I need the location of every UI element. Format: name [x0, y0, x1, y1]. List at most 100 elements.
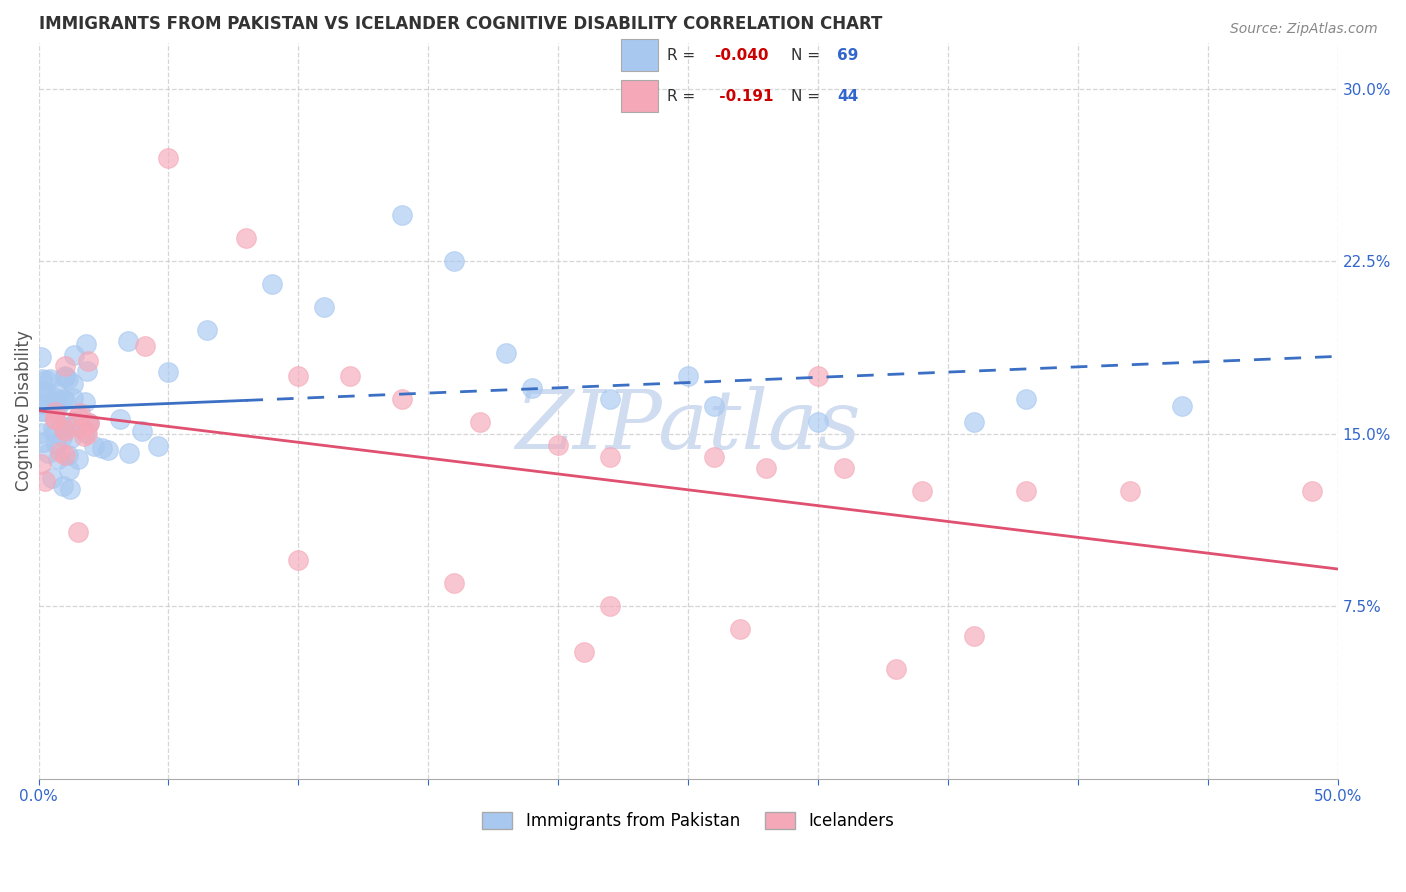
Point [58, 448, 80, 462]
Point [35, 385, 58, 400]
Point [62, 391, 84, 405]
Point [148, 439, 170, 453]
Text: ZIPatlas: ZIPatlas [516, 385, 860, 466]
Point [73, 395, 96, 409]
Point [32, 404, 55, 418]
Text: Source: ZipAtlas.com: Source: ZipAtlas.com [1230, 22, 1378, 37]
Point [53, 370, 76, 384]
Point [31, 435, 53, 450]
Point [44, 391, 66, 405]
Point [53, 448, 76, 462]
Point [108, 412, 131, 426]
Point [53, 425, 76, 439]
Point [1171, 399, 1194, 413]
Point [62, 376, 84, 391]
Point [30, 425, 52, 440]
Point [77, 416, 100, 430]
Text: R =: R = [668, 48, 700, 62]
Point [572, 645, 595, 659]
Point [97, 442, 120, 457]
Point [49, 445, 72, 459]
Point [67, 525, 90, 540]
Point [599, 599, 621, 614]
Point [76, 426, 98, 441]
Point [547, 438, 569, 452]
Point [34, 475, 56, 489]
Point [131, 424, 153, 438]
Point [58, 462, 80, 476]
Point [31, 372, 53, 386]
Point [59, 482, 82, 496]
Point [69, 406, 91, 420]
Text: R =: R = [668, 89, 700, 103]
Point [157, 365, 180, 379]
Point [77, 353, 100, 368]
Point [53, 422, 76, 436]
Point [30, 384, 52, 398]
Point [755, 461, 778, 475]
Y-axis label: Cognitive Disability: Cognitive Disability [15, 330, 32, 491]
Point [45, 398, 67, 412]
Point [30, 397, 52, 411]
Point [911, 484, 934, 499]
Point [1119, 484, 1142, 499]
Point [599, 450, 621, 464]
Point [44, 412, 66, 426]
Point [66, 451, 89, 466]
Point [470, 416, 492, 430]
Point [287, 369, 309, 384]
Point [77, 417, 100, 431]
Point [703, 450, 725, 464]
Point [59, 431, 82, 445]
Point [963, 629, 986, 643]
Point [44, 405, 66, 419]
Point [118, 446, 141, 460]
Bar [621, 80, 658, 112]
Text: -0.040: -0.040 [714, 48, 768, 62]
Point [45, 437, 67, 451]
Point [807, 369, 830, 384]
Point [443, 576, 465, 591]
Point [676, 369, 699, 384]
Point [703, 399, 725, 413]
Point [339, 369, 361, 384]
Point [66, 409, 89, 423]
Point [30, 457, 52, 471]
Point [37, 445, 59, 459]
Text: -0.191: -0.191 [714, 89, 773, 103]
Point [53, 368, 76, 383]
Text: N =: N = [792, 89, 825, 103]
Bar [621, 39, 658, 71]
Text: IMMIGRANTS FROM PAKISTAN VS ICELANDER COGNITIVE DISABILITY CORRELATION CHART: IMMIGRANTS FROM PAKISTAN VS ICELANDER CO… [38, 15, 882, 33]
Point [75, 336, 97, 351]
Point [51, 419, 73, 434]
Point [46, 451, 69, 466]
Point [31, 403, 53, 417]
Point [76, 364, 98, 378]
Point [77, 417, 100, 431]
Point [235, 231, 257, 245]
Point [53, 359, 76, 373]
Point [41, 470, 63, 484]
Point [391, 392, 413, 407]
Point [53, 393, 76, 408]
Point [45, 402, 67, 417]
Point [45, 395, 67, 409]
Point [70, 421, 93, 435]
Point [83, 439, 105, 453]
Point [262, 277, 284, 292]
Text: N =: N = [792, 48, 825, 62]
Point [832, 461, 855, 475]
Point [728, 623, 751, 637]
Point [807, 416, 830, 430]
Legend: Immigrants from Pakistan, Icelanders: Immigrants from Pakistan, Icelanders [475, 805, 901, 837]
Point [314, 301, 336, 315]
Point [65, 414, 87, 428]
Point [963, 416, 986, 430]
Point [157, 151, 180, 165]
Point [1301, 484, 1323, 499]
Point [30, 385, 52, 400]
Point [1015, 484, 1038, 499]
Point [391, 208, 413, 222]
Point [41, 421, 63, 435]
